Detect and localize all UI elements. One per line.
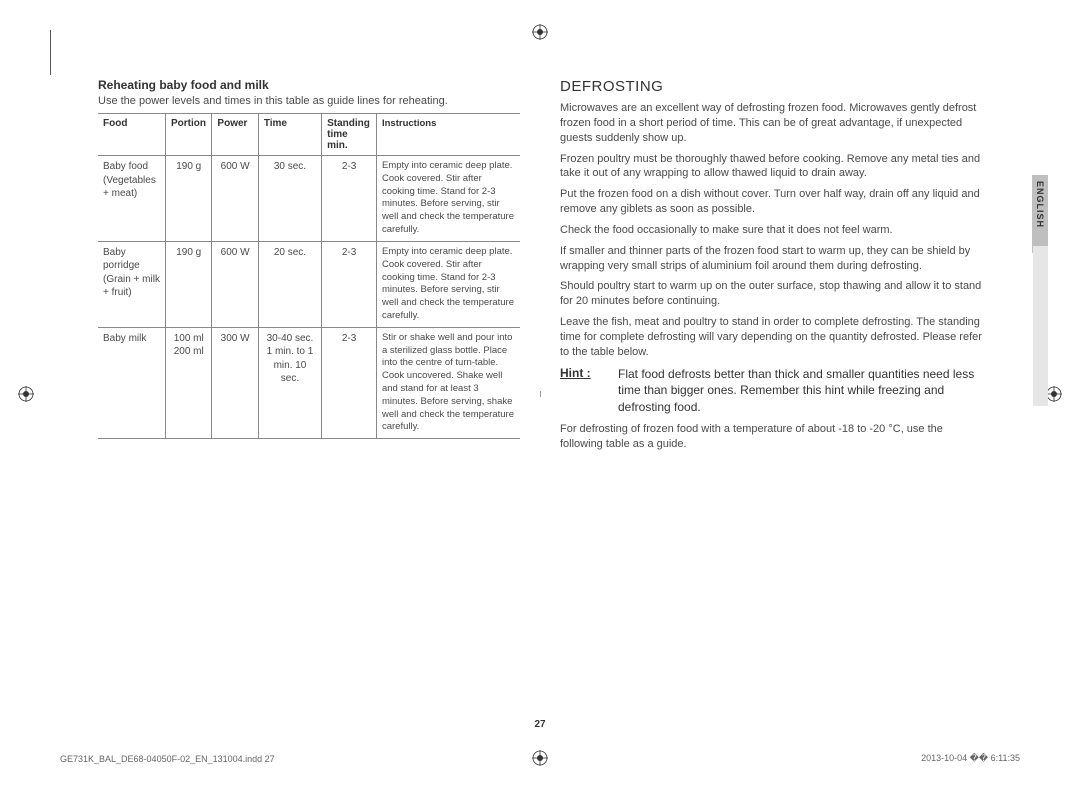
cell-instructions: Empty into ceramic deep plate. Cook cove… <box>376 241 520 327</box>
para: Microwaves are an excellent way of defro… <box>560 101 982 146</box>
cell-power: 300 W <box>212 327 258 439</box>
registration-mark-bottom <box>532 750 548 766</box>
right-column: DEFROSTING Microwaves are an excellent w… <box>560 30 1030 738</box>
cell-standing: 2-3 <box>322 327 377 439</box>
cell-standing: 2-3 <box>322 156 377 242</box>
tab-shadow <box>1033 246 1048 406</box>
th-food: Food <box>98 114 166 156</box>
reheating-table: Food Portion Power Time Standing time mi… <box>98 113 520 439</box>
th-standing: Standing time min. <box>322 114 377 156</box>
table-row: Baby food (Vegetables + meat) 190 g 600 … <box>98 156 520 242</box>
para: Leave the fish, meat and poultry to stan… <box>560 315 982 360</box>
cell-time: 30-40 sec. 1 min. to 1 min. 10 sec. <box>258 327 321 439</box>
cell-power: 600 W <box>212 156 258 242</box>
para: If smaller and thinner parts of the froz… <box>560 244 982 274</box>
hint-text: Flat food defrosts better than thick and… <box>618 366 982 416</box>
cell-instructions: Empty into ceramic deep plate. Cook cove… <box>376 156 520 242</box>
left-intro: Use the power levels and times in this t… <box>98 95 520 107</box>
th-instructions: Instructions <box>376 114 520 156</box>
cell-time: 20 sec. <box>258 241 321 327</box>
hint-block: Hint : Flat food defrosts better than th… <box>560 366 982 416</box>
closing-para: For defrosting of frozen food with a tem… <box>560 422 982 452</box>
table-row: Baby porridge (Grain + milk + fruit) 190… <box>98 241 520 327</box>
cell-time: 30 sec. <box>258 156 321 242</box>
para: Should poultry start to warm up on the o… <box>560 279 982 309</box>
page-number: 27 <box>534 719 545 730</box>
cell-power: 600 W <box>212 241 258 327</box>
cell-portion: 190 g <box>166 156 212 242</box>
table-row: Baby milk 100 ml 200 ml 300 W 30-40 sec.… <box>98 327 520 439</box>
para: Frozen poultry must be thoroughly thawed… <box>560 152 982 182</box>
cell-instructions: Stir or shake well and pour into a steri… <box>376 327 520 439</box>
cell-portion: 190 g <box>166 241 212 327</box>
left-subhead: Reheating baby food and milk <box>98 78 520 92</box>
cell-portion: 100 ml 200 ml <box>166 327 212 439</box>
th-time: Time <box>258 114 321 156</box>
cell-food: Baby food (Vegetables + meat) <box>98 156 166 242</box>
para: Put the frozen food on a dish without co… <box>560 187 982 217</box>
left-column: Reheating baby food and milk Use the pow… <box>50 30 520 738</box>
language-tab: ENGLISH <box>1032 175 1048 253</box>
th-portion: Portion <box>166 114 212 156</box>
defrosting-heading: DEFROSTING <box>560 78 982 95</box>
cell-food: Baby milk <box>98 327 166 439</box>
table-header-row: Food Portion Power Time Standing time mi… <box>98 114 520 156</box>
footer-timestamp: 2013-10-04 �� 6:11:35 <box>921 753 1020 764</box>
para: Check the food occasionally to make sure… <box>560 223 982 238</box>
footer-filename: GE731K_BAL_DE68-04050F-02_EN_131004.indd… <box>60 754 275 764</box>
language-tab-label: ENGLISH <box>1035 181 1045 228</box>
cell-standing: 2-3 <box>322 241 377 327</box>
hint-label: Hint : <box>560 366 600 416</box>
cell-food: Baby porridge (Grain + milk + fruit) <box>98 241 166 327</box>
registration-mark-left <box>18 386 34 402</box>
page-content: Reheating baby food and milk Use the pow… <box>50 30 1030 738</box>
registration-mark-right <box>1046 386 1062 402</box>
th-power: Power <box>212 114 258 156</box>
